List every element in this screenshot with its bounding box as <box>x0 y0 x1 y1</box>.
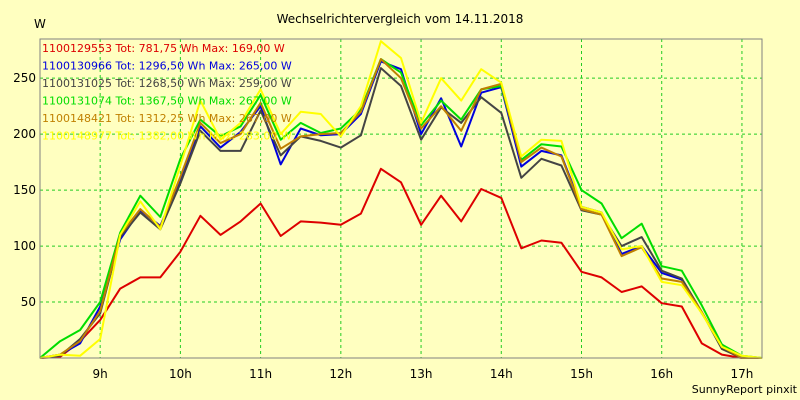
legend: 1100129553 Tot: 781,75 Wh Max: 169,00 W 1… <box>42 42 292 143</box>
y-axis-ticks: 50 100 150 200 250 <box>13 71 36 309</box>
series-line-1100148977 <box>39 40 763 359</box>
legend-entry-1100148977: 1100148977 Tot: 1382,00 Wh Max: 283,00 W <box>42 130 292 143</box>
y-tick-label: 50 <box>21 295 36 309</box>
x-tick-label: 17h <box>731 367 754 381</box>
series-line-1100129553 <box>39 167 762 359</box>
y-tick-label: 100 <box>13 239 36 253</box>
x-tick-label: 9h <box>93 367 108 381</box>
x-tick-label: 13h <box>410 367 433 381</box>
x-tick-label: 15h <box>570 367 593 381</box>
grid <box>40 39 762 358</box>
y-tick-label: 200 <box>13 127 36 141</box>
x-tick-label: 14h <box>490 367 513 381</box>
y-tick-label: 150 <box>13 183 36 197</box>
legend-entry-1100130966: 1100130966 Tot: 1296,50 Wh Max: 265,00 W <box>42 60 292 73</box>
footer-credit: SunnyReport pinxit <box>692 383 798 396</box>
series-line-1100131074 <box>39 58 763 359</box>
x-tick-label: 12h <box>329 367 352 381</box>
y-tick-label: 250 <box>13 71 36 85</box>
y-axis-label: W <box>34 17 46 31</box>
x-axis-ticks: 9h 10h 11h 12h 13h 14h 15h 16h 17h <box>93 367 754 381</box>
plot-frame <box>39 38 763 359</box>
x-tick-label: 10h <box>169 367 192 381</box>
legend-entry-1100148421: 1100148421 Tot: 1312,25 Wh Max: 267,00 W <box>42 112 292 125</box>
series-group <box>39 40 763 359</box>
legend-entry-1100131074: 1100131074 Tot: 1367,50 Wh Max: 267,00 W <box>42 95 292 108</box>
chart-title: Wechselrichtervergleich vom 14.11.2018 <box>277 12 524 26</box>
x-tick-label: 11h <box>249 367 272 381</box>
x-tick-label: 16h <box>650 367 673 381</box>
legend-entry-1100129553: 1100129553 Tot: 781,75 Wh Max: 169,00 W <box>42 42 285 55</box>
legend-entry-1100131025: 1100131025 Tot: 1268,50 Wh Max: 259,00 W <box>42 77 292 90</box>
